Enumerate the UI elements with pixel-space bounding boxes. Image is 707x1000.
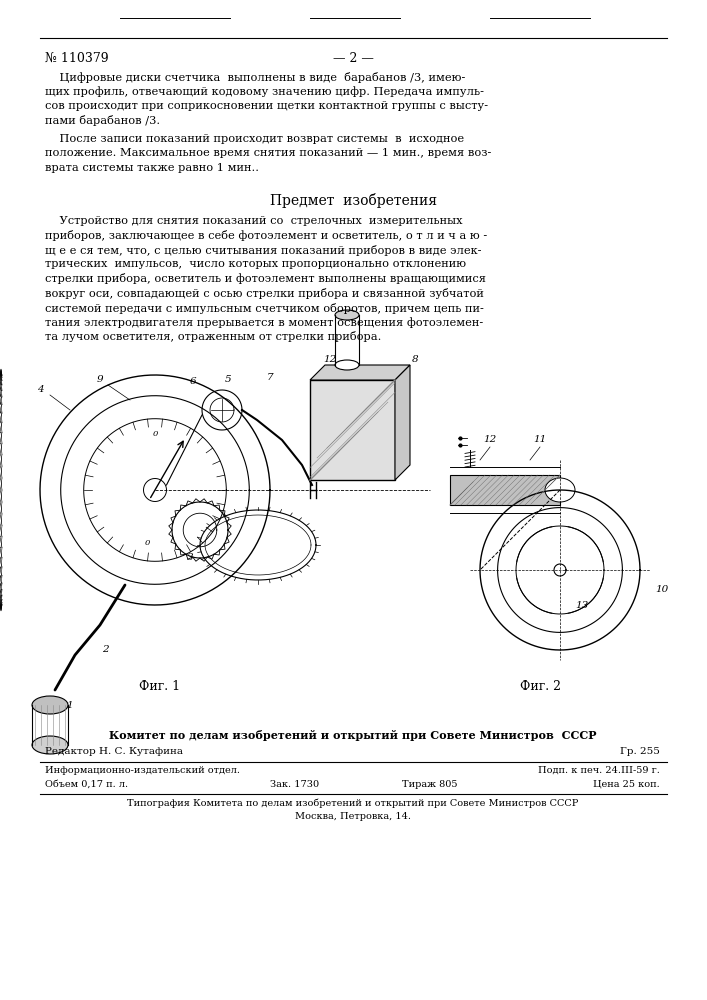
Text: 1: 1 [66, 700, 74, 710]
Text: 12: 12 [484, 436, 496, 444]
Text: № 110379: № 110379 [45, 52, 109, 65]
Ellipse shape [545, 478, 575, 502]
Text: Объем 0,17 п. л.: Объем 0,17 п. л. [45, 780, 128, 789]
Text: — 2 —: — 2 — [332, 52, 373, 65]
Text: Типография Комитета по делам изобретений и открытий при Совете Министров СССР: Типография Комитета по делам изобретений… [127, 798, 579, 808]
Text: положение. Максимальное время снятия показаний — 1 мин., время воз-: положение. Максимальное время снятия пок… [45, 148, 491, 158]
Text: 12: 12 [323, 356, 337, 364]
Ellipse shape [335, 310, 359, 320]
Text: пами барабанов /3.: пами барабанов /3. [45, 115, 160, 126]
Text: Цифровые диски счетчика  выполнены в виде  барабанов /3, имею-: Цифровые диски счетчика выполнены в виде… [45, 72, 465, 83]
Text: Фиг. 1: Фиг. 1 [139, 680, 180, 693]
Text: сов происходит при соприкосновении щетки контактной группы с высту-: сов происходит при соприкосновении щетки… [45, 101, 488, 111]
Text: 6: 6 [189, 377, 197, 386]
Text: Информационно-издательский отдел.: Информационно-издательский отдел. [45, 766, 240, 775]
Text: щих профиль, отвечающий кодовому значению цифр. Передача импуль-: щих профиль, отвечающий кодовому значени… [45, 87, 484, 97]
Text: системой передачи с импульсным счетчиком оборотов, причем цепь пи-: системой передачи с импульсным счетчиком… [45, 302, 484, 314]
Text: 11: 11 [533, 436, 547, 444]
Text: Зак. 1730: Зак. 1730 [271, 780, 320, 789]
Text: Комитет по делам изобретений и открытий при Совете Министров  СССР: Комитет по делам изобретений и открытий … [110, 730, 597, 741]
Text: После записи показаний происходит возврат системы  в  исходное: После записи показаний происходит возвра… [45, 134, 464, 144]
Text: 4: 4 [37, 385, 43, 394]
Text: Тираж 805: Тираж 805 [402, 780, 457, 789]
Ellipse shape [32, 696, 68, 714]
Text: 8: 8 [411, 356, 419, 364]
Text: тания электродвигателя прерывается в момент освещения фотоэлемен-: тания электродвигателя прерывается в мом… [45, 317, 484, 328]
Text: трических  импульсов,  число которых пропорционально отклонению: трических импульсов, число которых пропо… [45, 259, 466, 269]
Bar [450, 475, 560, 505]
Text: 0: 0 [152, 430, 158, 438]
Text: 3: 3 [187, 554, 193, 562]
Text: приборов, заключающее в себе фотоэлемент и осветитель, о т л и ч а ю -: приборов, заключающее в себе фотоэлемент… [45, 230, 487, 241]
Text: Предмет  изобретения: Предмет изобретения [269, 194, 436, 209]
Text: вокруг оси, совпадающей с осью стрелки прибора и связанной зубчатой: вокруг оси, совпадающей с осью стрелки п… [45, 288, 484, 299]
Text: 10: 10 [655, 585, 668, 594]
Text: 0: 0 [144, 539, 150, 547]
Text: 2: 2 [102, 646, 108, 654]
Bar [310, 380, 395, 480]
Text: врата системы также равно 1 мин..: врата системы также равно 1 мин.. [45, 163, 259, 173]
Text: 7: 7 [267, 373, 274, 382]
Text: Фиг. 2: Фиг. 2 [520, 680, 561, 693]
Ellipse shape [32, 736, 68, 754]
Ellipse shape [335, 360, 359, 370]
Text: щ е е ся тем, что, с целью считывания показаний приборов в виде элек-: щ е е ся тем, что, с целью считывания по… [45, 244, 481, 255]
Text: 13: 13 [575, 600, 588, 609]
Text: Редактор Н. С. Кутафина: Редактор Н. С. Кутафина [45, 747, 183, 756]
Text: Подп. к печ. 24.ІІІ-59 г.: Подп. к печ. 24.ІІІ-59 г. [538, 766, 660, 775]
Text: Москва, Петровка, 14.: Москва, Петровка, 14. [295, 812, 411, 821]
Text: та лучом осветителя, отраженным от стрелки прибора.: та лучом осветителя, отраженным от стрел… [45, 332, 381, 342]
Text: 5: 5 [225, 375, 231, 384]
Text: стрелки прибора, осветитель и фотоэлемент выполнены вращающимися: стрелки прибора, осветитель и фотоэлемен… [45, 273, 486, 284]
Text: Цена 25 коп.: Цена 25 коп. [593, 780, 660, 789]
Polygon shape [395, 365, 410, 480]
Text: Гр. 255: Гр. 255 [620, 747, 660, 756]
Text: 9: 9 [97, 375, 103, 384]
Text: Устройство для снятия показаний со  стрелочных  измерительных: Устройство для снятия показаний со стрел… [45, 216, 462, 226]
Polygon shape [310, 365, 410, 380]
